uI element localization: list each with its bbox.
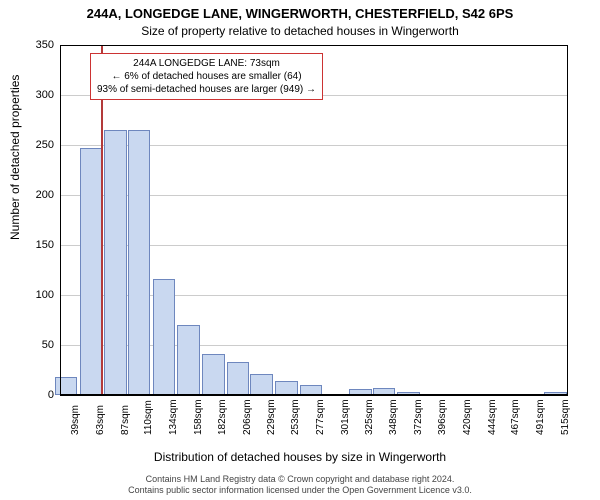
- x-tick-label: 110sqm: [143, 400, 154, 435]
- annotation-line-1: 244A LONGEDGE LANE: 73sqm: [97, 57, 316, 70]
- y-tick-label: 0: [48, 389, 54, 401]
- x-tick-label: 467sqm: [510, 399, 521, 435]
- footer-line-1: Contains HM Land Registry data © Crown c…: [0, 474, 600, 485]
- annotation-line-3: 93% of semi-detached houses are larger (…: [97, 83, 316, 96]
- histogram-bar: [227, 362, 250, 395]
- x-tick-label: 515sqm: [560, 399, 571, 435]
- histogram-bar: [275, 381, 298, 395]
- x-tick-label: 134sqm: [168, 399, 179, 435]
- histogram-bar: [544, 392, 567, 395]
- histogram-bar: [128, 130, 151, 395]
- x-tick-label: 444sqm: [487, 399, 498, 435]
- annotation-line-2: ← 6% of detached houses are smaller (64): [97, 70, 316, 83]
- y-axis-label: Number of detached properties: [8, 75, 22, 240]
- histogram-bar: [202, 354, 225, 395]
- histogram-bar: [373, 388, 396, 395]
- histogram-bar: [349, 389, 372, 395]
- annotation-box: 244A LONGEDGE LANE: 73sqm ← 6% of detach…: [90, 53, 323, 100]
- x-tick-label: 158sqm: [193, 399, 204, 435]
- histogram-bar: [397, 392, 420, 395]
- y-tick-label: 100: [36, 289, 54, 301]
- chart-container: 244A, LONGEDGE LANE, WINGERWORTH, CHESTE…: [0, 0, 600, 500]
- y-tick-label: 300: [36, 89, 54, 101]
- x-tick-label: 63sqm: [95, 405, 106, 435]
- x-tick-label: 39sqm: [70, 405, 81, 435]
- histogram-bar: [80, 148, 103, 395]
- x-axis-label: Distribution of detached houses by size …: [0, 450, 600, 464]
- chart-title-main: 244A, LONGEDGE LANE, WINGERWORTH, CHESTE…: [0, 6, 600, 21]
- plot-area: 244A LONGEDGE LANE: 73sqm ← 6% of detach…: [60, 45, 568, 395]
- y-tick-label: 200: [36, 189, 54, 201]
- y-tick-label: 50: [42, 339, 54, 351]
- y-tick-label: 350: [36, 39, 54, 51]
- y-tick-label: 250: [36, 139, 54, 151]
- histogram-bar: [153, 279, 176, 395]
- histogram-bar: [300, 385, 323, 395]
- footer-attribution: Contains HM Land Registry data © Crown c…: [0, 474, 600, 497]
- x-tick-label: 348sqm: [388, 399, 399, 435]
- x-tick-label: 277sqm: [315, 399, 326, 435]
- x-tick-label: 301sqm: [340, 399, 351, 435]
- y-tick-label: 150: [36, 239, 54, 251]
- x-tick-label: 229sqm: [266, 399, 277, 435]
- x-tick-label: 182sqm: [217, 399, 228, 435]
- x-tick-label: 420sqm: [462, 399, 473, 435]
- histogram-bar: [104, 130, 127, 395]
- x-tick-label: 325sqm: [364, 399, 375, 435]
- histogram-bar: [177, 325, 200, 395]
- histogram-bar: [250, 374, 273, 395]
- x-tick-label: 491sqm: [535, 399, 546, 435]
- footer-line-2: Contains public sector information licen…: [0, 485, 600, 496]
- x-tick-label: 372sqm: [413, 399, 424, 435]
- chart-title-sub: Size of property relative to detached ho…: [0, 24, 600, 38]
- x-tick-label: 253sqm: [290, 399, 301, 435]
- x-tick-label: 206sqm: [242, 399, 253, 435]
- x-tick-label: 396sqm: [437, 399, 448, 435]
- gridline: [60, 395, 568, 396]
- histogram-bar: [55, 377, 78, 395]
- x-tick-label: 87sqm: [120, 405, 131, 435]
- gridline: [60, 45, 568, 46]
